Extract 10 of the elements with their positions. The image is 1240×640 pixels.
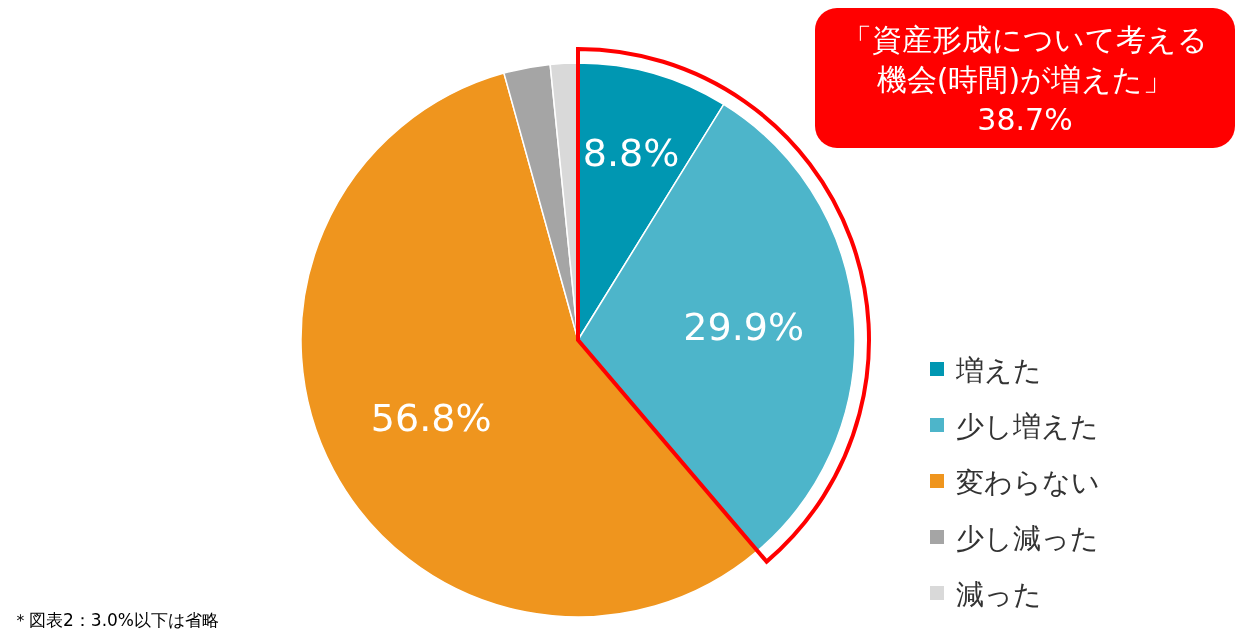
legend-label: 変わらない (956, 466, 1100, 499)
legend-label: 増えた (955, 354, 1042, 387)
callout: 「資産形成について考える機会(時間)が増えた」38.7% (815, 8, 1235, 148)
data-label: 56.8% (370, 395, 492, 440)
data-label: 8.8% (582, 131, 680, 176)
legend-label: 少し減った (956, 522, 1099, 555)
legend-label: 少し増えた (956, 410, 1099, 443)
data-label: 29.9% (683, 305, 805, 350)
text: ＊図表2：3.0%以下は省略 (12, 610, 220, 630)
legend-label: 減った (956, 578, 1042, 611)
